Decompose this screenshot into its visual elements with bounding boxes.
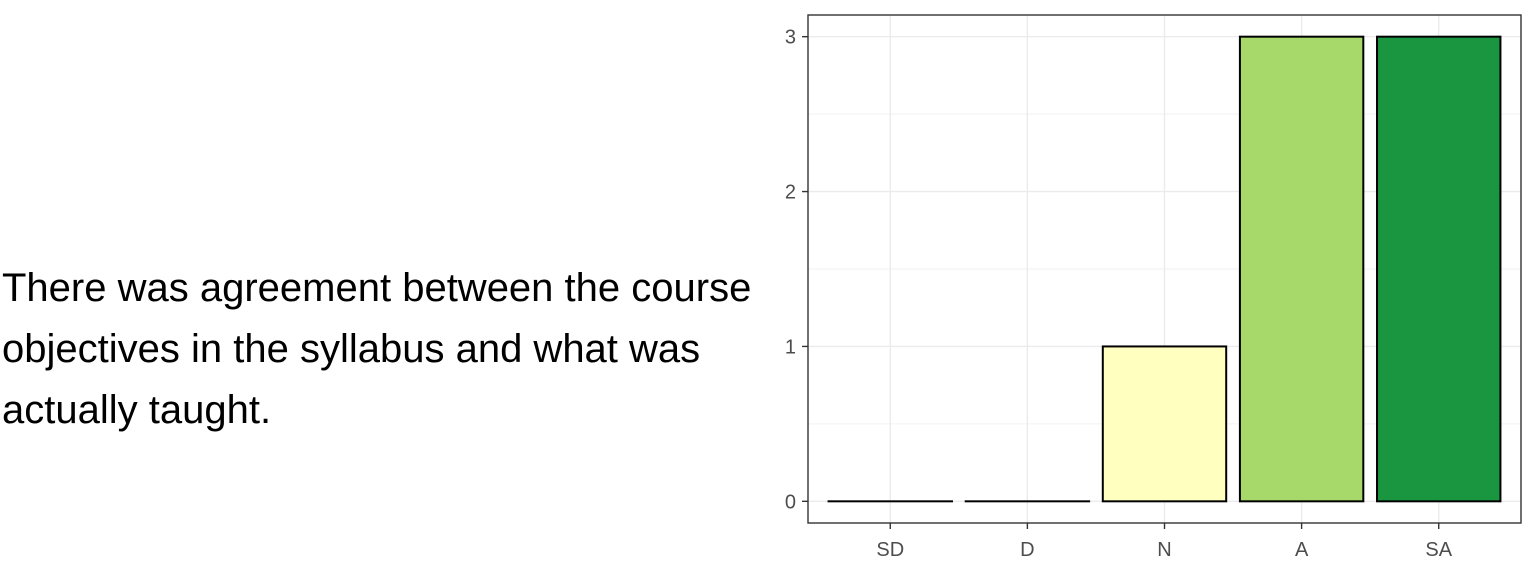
bar-n <box>1103 346 1226 501</box>
x-tick-label: A <box>1295 539 1309 561</box>
x-tick-label: N <box>1157 539 1171 561</box>
y-tick-label: 3 <box>785 27 796 49</box>
bar-sa <box>1377 37 1500 502</box>
x-axis: SD D N A SA <box>876 523 1452 561</box>
x-tick-label: SA <box>1425 539 1452 561</box>
y-tick-label: 1 <box>785 336 796 358</box>
y-tick-label: 2 <box>785 182 796 204</box>
x-tick-label: SD <box>876 539 904 561</box>
y-tick-label: 0 <box>785 491 796 513</box>
x-tick-label: D <box>1020 539 1034 561</box>
bar-a <box>1240 37 1363 502</box>
y-axis: 0 1 2 3 <box>785 27 808 514</box>
